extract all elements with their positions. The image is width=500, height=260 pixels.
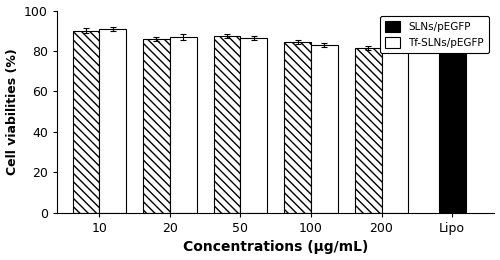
Bar: [143, 39, 170, 213]
Y-axis label: Cell viabilities (%): Cell viabilities (%): [6, 48, 18, 175]
Bar: [100, 29, 126, 213]
Legend: SLNs/pEGFP, Tf-SLNs/pEGFP: SLNs/pEGFP, Tf-SLNs/pEGFP: [380, 16, 489, 53]
X-axis label: Concentrations (μg/mL): Concentrations (μg/mL): [183, 240, 368, 255]
Bar: [311, 45, 338, 213]
Bar: [240, 38, 268, 213]
Bar: [354, 48, 382, 213]
Bar: [72, 31, 100, 213]
Bar: [170, 37, 196, 213]
Bar: [284, 42, 311, 213]
Bar: [382, 43, 408, 213]
Bar: [214, 36, 240, 213]
Bar: [438, 52, 466, 213]
